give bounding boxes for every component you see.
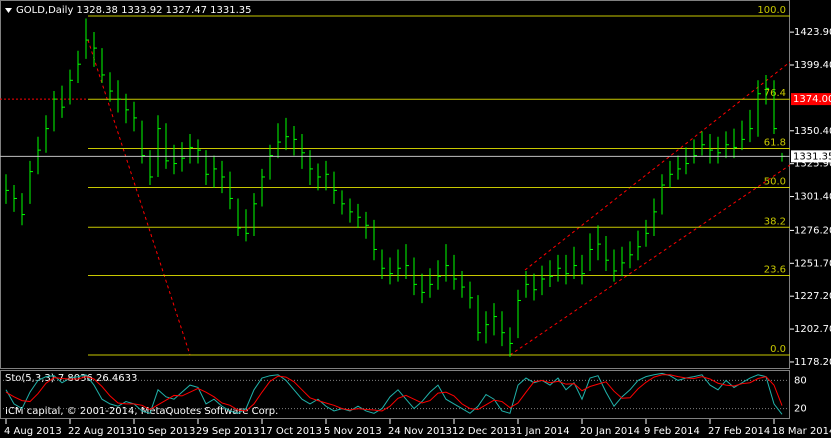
chart-title: GOLD,Daily 1328.38 1333.92 1327.47 1331.… xyxy=(16,5,252,16)
y-tick-label: 1350.40 xyxy=(794,126,831,137)
fib-label: 100.0 xyxy=(757,5,786,16)
alert-label-box xyxy=(791,93,831,106)
fib-label: 76.4 xyxy=(764,88,786,99)
fib-trendline xyxy=(87,39,191,356)
x-tick-label: 27 Feb 2014 xyxy=(708,426,770,437)
y-tick-label: 1202.70 xyxy=(794,324,831,335)
x-tick-label: 17 Oct 2013 xyxy=(260,426,322,437)
x-tick-label: 1 Jan 2014 xyxy=(516,426,570,437)
x-tick-label: 24 Nov 2013 xyxy=(388,426,452,437)
price-label: 1331.35 xyxy=(793,151,831,162)
y-tick-label: 1276.20 xyxy=(794,225,831,236)
y-tick-label: 1251.70 xyxy=(794,258,831,269)
alert-label: 1374.00 xyxy=(793,94,831,105)
channel-lower xyxy=(509,164,791,356)
fib-label: 23.6 xyxy=(764,265,786,276)
x-tick-label: 9 Feb 2014 xyxy=(644,426,700,437)
y-tick-label: 20 xyxy=(794,404,807,415)
fib-label: 38.2 xyxy=(764,216,786,227)
footer: ICM capital, © 2001-2014, MetaQuotes Sof… xyxy=(5,406,278,417)
x-tick-label: 4 Aug 2013 xyxy=(4,426,62,437)
y-tick-label: 1325.90 xyxy=(794,159,831,170)
x-tick-label: 5 Nov 2013 xyxy=(324,426,382,437)
fib-label: 50.0 xyxy=(764,176,786,187)
y-tick-label: 1301.40 xyxy=(794,192,831,203)
y-tick-label: 80 xyxy=(794,375,807,386)
price-frame xyxy=(0,0,790,369)
y-tick-label: 1178.20 xyxy=(794,357,831,368)
x-tick-label: 18 Mar 2014 xyxy=(772,426,831,437)
x-tick-label: 12 Dec 2013 xyxy=(452,426,516,437)
x-tick-label: 29 Sep 2013 xyxy=(196,426,259,437)
stoch-line xyxy=(5,372,783,415)
channel-upper xyxy=(524,61,791,271)
x-tick-label: 22 Aug 2013 xyxy=(68,426,132,437)
y-tick-label: 1227.20 xyxy=(794,291,831,302)
fib-label: 0.0 xyxy=(770,344,786,355)
stoch-line xyxy=(5,374,783,412)
x-tick-label: 10 Sep 2013 xyxy=(132,426,195,437)
fib-label: 61.8 xyxy=(764,138,786,149)
y-tick-label: 1399.40 xyxy=(794,60,831,71)
menu-arrow[interactable] xyxy=(5,8,12,13)
price-label-box xyxy=(791,150,831,163)
stoch-frame xyxy=(0,370,790,419)
x-tick-label: 20 Jan 2014 xyxy=(580,426,640,437)
y-tick-label: 1423.90 xyxy=(794,27,831,38)
